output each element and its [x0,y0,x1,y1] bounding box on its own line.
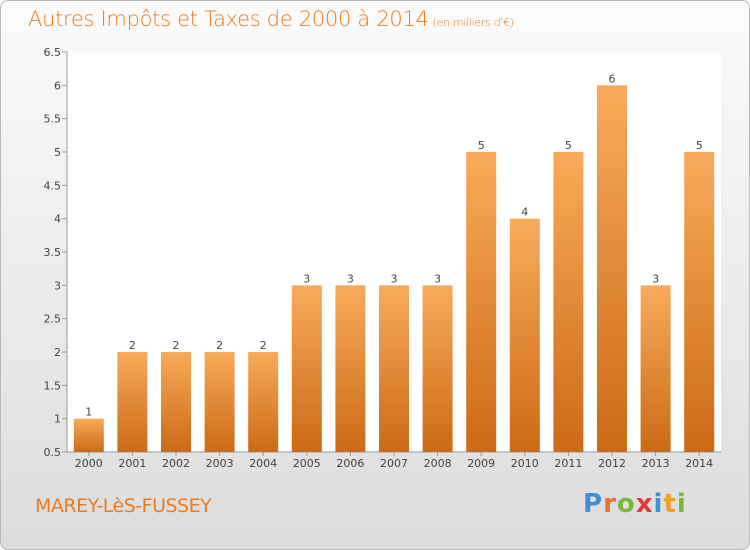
y-tick-label: 2.5 [44,313,62,326]
logo-letter: i [676,489,687,519]
bar [553,152,584,452]
y-tick-label: 4 [54,213,61,226]
y-tick-label: 6 [54,79,61,92]
bar [379,285,409,452]
x-tick-label: 2005 [293,457,321,470]
y-tick-label: 6.5 [44,46,62,59]
bar [73,418,104,452]
bar [117,352,148,452]
x-tick-label: 2000 [75,457,103,470]
x-tick-label: 2008 [424,457,452,470]
logo-letter: P [583,489,604,519]
y-tick-label: 1.5 [44,379,62,392]
bar [466,152,497,452]
data-label: 1 [85,406,92,419]
bar [335,285,366,452]
bar [161,352,191,452]
commune-name: MAREY-LèS-FUSSEY [35,495,212,517]
data-label: 5 [696,139,703,152]
x-tick-label: 2006 [336,457,364,470]
x-tick-label: 2003 [206,457,234,470]
x-tick-label: 2010 [511,457,539,470]
data-label: 3 [434,272,441,285]
data-label: 5 [565,139,572,152]
y-tick-label: 4.5 [44,179,62,192]
bar [509,218,540,452]
data-label: 2 [216,339,223,352]
x-tick-label: 2009 [467,457,495,470]
x-tick-label: 2004 [249,457,277,470]
logo-letter: o [616,489,636,519]
y-tick-label: 1 [54,413,61,426]
logo-letter: i [653,489,664,519]
x-tick-label: 2007 [380,457,408,470]
chart-title: Autres Impôts et Taxes de 2000 à 2014 (en… [28,7,514,31]
data-label: 2 [260,339,267,352]
data-label: 4 [521,206,528,219]
data-label: 3 [347,272,354,285]
logo-letter: r [603,489,617,519]
data-label: 3 [391,272,398,285]
bar [597,85,627,452]
data-label: 3 [652,272,659,285]
bar [248,352,279,452]
bar [204,352,235,452]
chart-subtitle: (en milliers d'€) [432,16,514,29]
y-tick-label: 5.5 [44,113,62,126]
bar [640,285,671,452]
data-label: 2 [129,339,136,352]
logo-letter: t [663,489,677,519]
x-tick-label: 2012 [598,457,626,470]
bar [291,285,322,452]
x-tick-label: 2002 [162,457,190,470]
y-tick-label: 2 [54,346,61,359]
proxiti-logo[interactable]: Proxiti [583,489,687,519]
y-tick-label: 5 [54,146,61,159]
x-tick-label: 2011 [554,457,582,470]
data-label: 3 [303,272,310,285]
bar [422,285,453,452]
x-tick-label: 2013 [642,457,670,470]
data-label: 6 [609,72,616,85]
x-tick-label: 2014 [685,457,713,470]
y-tick-label: 0.5 [44,446,62,459]
x-tick-label: 2001 [118,457,146,470]
y-tick-label: 3 [54,279,61,292]
data-label: 2 [173,339,180,352]
y-tick-label: 3.5 [44,246,62,259]
data-label: 5 [478,139,485,152]
bar [684,152,715,452]
logo-letter: x [635,489,654,519]
chart-title-text: Autres Impôts et Taxes de 2000 à 2014 [28,7,429,31]
